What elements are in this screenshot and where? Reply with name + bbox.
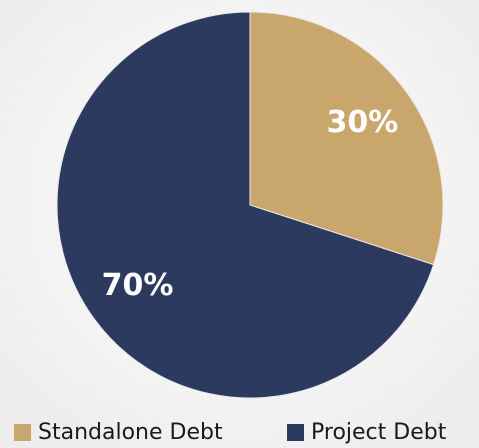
data-label: 70% <box>102 268 174 303</box>
legend-swatch <box>287 424 304 441</box>
pie-slice <box>56 11 435 399</box>
data-label: 30% <box>327 105 399 140</box>
legend-label: Project Debt <box>311 420 447 445</box>
pie-slice <box>249 11 444 266</box>
legend-swatch <box>14 424 31 441</box>
legend-label: Standalone Debt <box>38 420 223 445</box>
